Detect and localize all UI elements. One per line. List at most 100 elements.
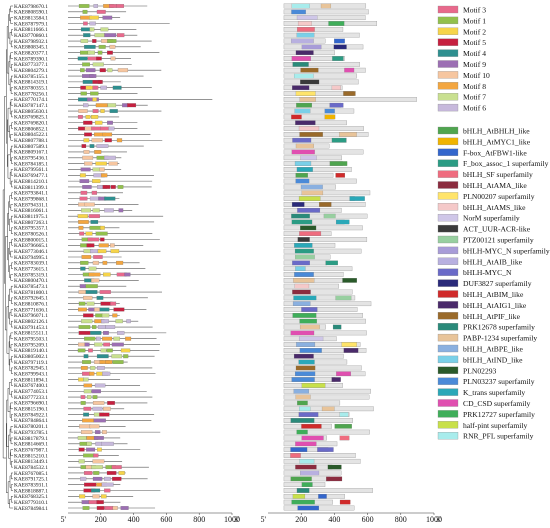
gene-label: KAE8804279.1 bbox=[14, 68, 48, 74]
domain-box bbox=[333, 44, 347, 50]
axis-tick-label: 5' bbox=[61, 515, 67, 524]
motif-box bbox=[86, 447, 96, 452]
motif-box bbox=[92, 459, 105, 464]
motif-box bbox=[92, 395, 98, 399]
motif-box bbox=[80, 91, 87, 96]
domain-box bbox=[300, 155, 317, 161]
gene-label: KAE8813584.1 bbox=[14, 15, 48, 21]
gene-label: KAE8784532.1 bbox=[14, 465, 48, 471]
motif-box bbox=[89, 424, 100, 429]
axis-tick-label: 600 bbox=[160, 515, 172, 524]
gene-label: KAE8795357.1 bbox=[14, 226, 48, 232]
domain-box bbox=[332, 324, 342, 330]
domain-box bbox=[301, 383, 326, 388]
motif-box bbox=[79, 231, 85, 236]
motif-box bbox=[103, 330, 109, 335]
protein-bar bbox=[283, 44, 364, 50]
protein-bar bbox=[283, 62, 360, 67]
domain-box bbox=[291, 3, 310, 9]
domain-box bbox=[339, 499, 351, 505]
gene-label: KAE8818887.1 bbox=[14, 488, 48, 494]
domain-box bbox=[329, 102, 344, 108]
gene-label: KAE8791725.1 bbox=[14, 477, 48, 483]
protein-bar bbox=[283, 388, 371, 394]
motif-box bbox=[112, 476, 122, 481]
domain-box bbox=[294, 283, 310, 289]
domain-box bbox=[291, 499, 315, 505]
domain-box bbox=[335, 172, 346, 178]
motif-box bbox=[78, 325, 91, 329]
gene-label: KAE8780526.1 bbox=[14, 231, 48, 237]
legend-swatch bbox=[437, 366, 459, 374]
domain-box bbox=[298, 196, 321, 201]
domain-box bbox=[295, 91, 316, 96]
motif-box bbox=[108, 161, 118, 166]
motif-box bbox=[110, 301, 117, 306]
gene-label: KAE8767400.1 bbox=[14, 383, 48, 389]
protein-bar bbox=[283, 342, 361, 347]
motif-box bbox=[81, 255, 92, 259]
motif-box bbox=[96, 56, 102, 61]
gene-label: KAE8797119.1 bbox=[14, 360, 48, 366]
motif-box bbox=[116, 33, 125, 38]
gene-label: KAE8809167.1 bbox=[14, 150, 48, 156]
motif-box bbox=[90, 220, 99, 224]
motif-box bbox=[94, 150, 102, 154]
motif-box bbox=[82, 62, 90, 67]
motif-box bbox=[80, 266, 86, 271]
domain-box bbox=[300, 67, 319, 73]
legend-label: Motif 6 bbox=[463, 104, 486, 113]
motif-box bbox=[85, 115, 91, 119]
gene-label: KAE8814319.1 bbox=[14, 80, 48, 86]
motif-box bbox=[83, 377, 89, 382]
legend-label: F_box_assoc_1 superfamily bbox=[463, 159, 549, 168]
motif-box bbox=[82, 79, 93, 84]
motif-box bbox=[86, 301, 95, 306]
motif-box bbox=[83, 412, 90, 417]
domain-box bbox=[296, 488, 310, 493]
motif-box bbox=[110, 249, 120, 254]
gene-label: KAE8778256.1 bbox=[14, 91, 48, 97]
motif-box bbox=[111, 354, 123, 359]
motif-box bbox=[77, 115, 83, 119]
motif-box bbox=[116, 4, 125, 8]
protein-bar bbox=[283, 248, 362, 254]
motif-box bbox=[80, 39, 89, 43]
motif-box bbox=[86, 395, 92, 399]
protein-bar bbox=[283, 301, 372, 307]
gene-label: KAE8795503.1 bbox=[14, 337, 48, 343]
motif-box bbox=[115, 319, 123, 324]
motif-box bbox=[109, 109, 118, 113]
motif-box bbox=[116, 138, 123, 143]
motif-box bbox=[93, 255, 103, 259]
protein-bar bbox=[283, 149, 364, 155]
gene-label: KAE8808345.1 bbox=[14, 45, 48, 51]
gene-label: KAE8796071.1 bbox=[14, 313, 48, 319]
gene-label: KAE8784922.1 bbox=[14, 412, 48, 418]
protein-bar bbox=[283, 429, 370, 435]
domain-box bbox=[296, 102, 312, 108]
gene-label: KAE8781800.1 bbox=[14, 290, 48, 296]
legend-label: Motif 10 bbox=[463, 71, 490, 80]
motif-box bbox=[85, 231, 93, 236]
protein-bar bbox=[283, 400, 341, 406]
legend-swatch bbox=[437, 27, 459, 35]
protein-bar bbox=[283, 493, 345, 499]
motif-box bbox=[101, 319, 109, 324]
motif-box bbox=[89, 144, 95, 148]
motif-box bbox=[107, 39, 117, 43]
gene-label: KAE8799943.1 bbox=[14, 372, 48, 378]
domain-box bbox=[300, 225, 317, 231]
protein-bar bbox=[283, 137, 347, 143]
domain-box bbox=[291, 38, 314, 44]
protein-bar bbox=[283, 91, 354, 96]
protein-bar bbox=[283, 394, 370, 400]
legend-swatch bbox=[437, 82, 459, 90]
domain-box bbox=[299, 132, 323, 137]
legend-swatch bbox=[437, 181, 459, 189]
axis-tick-label: 200 bbox=[95, 515, 107, 524]
gene-label: KAE8785473.1 bbox=[14, 284, 48, 290]
motif-box bbox=[123, 354, 129, 359]
protein-bar bbox=[283, 32, 360, 38]
legend-swatch bbox=[437, 432, 459, 440]
